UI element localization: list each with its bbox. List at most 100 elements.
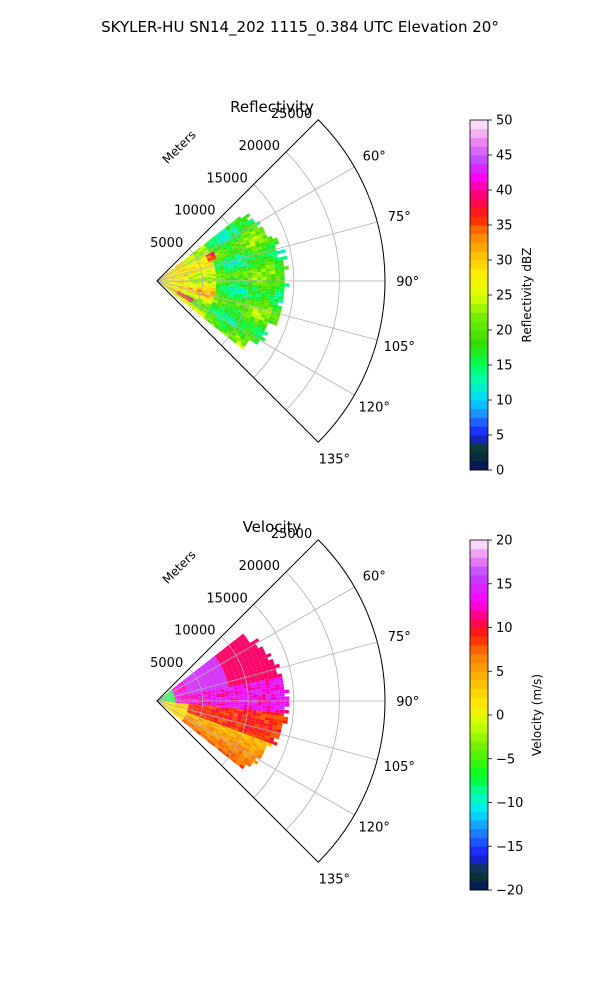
data-cell: [226, 751, 232, 756]
data-cell: [259, 721, 265, 726]
data-cell: [229, 278, 235, 281]
velocity-colorbar-label: Velocity (m/s): [530, 674, 544, 756]
data-cell: [269, 714, 275, 719]
data-cell: [259, 316, 265, 321]
data-cell: [178, 707, 184, 710]
data-cell: [189, 305, 194, 310]
data-cell: [211, 698, 217, 701]
data-cell: [200, 294, 205, 298]
data-cell: [214, 316, 220, 321]
data-cell: [171, 291, 176, 295]
data-cell: [206, 708, 212, 711]
data-cell: [210, 726, 215, 730]
data-cell: [224, 672, 230, 677]
colorbar-segment: [470, 426, 488, 436]
data-cell: [261, 711, 266, 715]
data-cell: [184, 282, 189, 284]
data-cell: [204, 294, 210, 298]
data-cell: [230, 304, 236, 308]
data-cell: [245, 734, 251, 739]
data-cell: [228, 266, 234, 269]
data-cell: [247, 270, 253, 274]
data-cell: [161, 279, 167, 281]
data-cell: [174, 697, 180, 699]
data-cell: [204, 263, 210, 267]
data-cell: [195, 714, 201, 717]
data-cell: [211, 694, 217, 697]
data-cell: [202, 678, 208, 682]
data-cell: [221, 676, 227, 680]
data-cell: [233, 658, 239, 664]
colorbar-segment: [470, 820, 488, 830]
colorbar-segment: [470, 601, 488, 611]
angular-tick-label: 135°: [319, 452, 350, 467]
angular-tick-label: 105°: [384, 340, 415, 355]
data-cell: [230, 735, 236, 740]
colorbar-segment: [470, 233, 488, 243]
data-cell: [250, 316, 256, 321]
data-cell: [161, 280, 167, 281]
data-cell: [176, 265, 181, 269]
data-cell: [187, 679, 193, 683]
data-cell: [219, 293, 225, 297]
data-cell: [177, 268, 182, 272]
data-cell: [173, 708, 178, 712]
colorbar-segment: [470, 540, 488, 550]
data-cell: [240, 325, 246, 331]
data-cell: [175, 713, 181, 717]
data-cell: [272, 251, 278, 256]
data-cell: [169, 694, 175, 697]
data-cell: [194, 306, 199, 311]
colorbar-segment: [470, 645, 488, 655]
data-cell: [216, 675, 222, 680]
data-cell: [264, 682, 270, 686]
data-cell: [262, 305, 269, 310]
data-cell: [190, 264, 196, 268]
data-cell: [242, 293, 248, 297]
data-cell: [190, 293, 196, 297]
data-cell: [272, 304, 278, 309]
data-cell: [204, 306, 210, 311]
data-cell: [212, 319, 218, 324]
data-cell: [271, 307, 277, 312]
data-cell: [238, 307, 244, 311]
data-cell: [175, 699, 180, 700]
data-cell: [211, 695, 217, 698]
data-cell: [238, 273, 244, 276]
data-cell: [246, 323, 253, 328]
data-cell: [248, 318, 255, 323]
data-cell: [204, 296, 210, 299]
data-cell: [238, 669, 244, 674]
data-cell: [245, 223, 252, 228]
data-cell: [174, 695, 180, 698]
data-cell: [175, 685, 180, 689]
data-cell: [165, 698, 171, 700]
data-cell: [252, 692, 258, 696]
data-cell: [238, 708, 244, 712]
data-cell: [170, 283, 175, 285]
data-cell: [278, 683, 284, 688]
data-cell: [179, 286, 184, 288]
data-cell: [213, 297, 219, 301]
data-cell: [275, 286, 281, 290]
data-cell: [192, 707, 198, 710]
data-cell: [191, 269, 197, 272]
data-cell: [199, 683, 205, 687]
data-cell: [173, 272, 179, 275]
data-cell: [211, 692, 216, 695]
data-cell: [229, 670, 235, 675]
data-cell: [221, 257, 227, 262]
data-cell: [241, 732, 247, 737]
data-cell: [225, 703, 230, 707]
data-cell: [223, 716, 229, 720]
data-cell: [247, 309, 253, 314]
data-cell: [233, 269, 239, 273]
data-cell: [168, 708, 173, 711]
colorbar-segment: [470, 172, 488, 182]
data-cell: [210, 253, 216, 257]
data-cell: [215, 743, 221, 748]
data-cell: [243, 693, 249, 696]
data-cell: [206, 676, 212, 680]
data-cell: [230, 224, 236, 229]
data-cell: [268, 720, 274, 725]
